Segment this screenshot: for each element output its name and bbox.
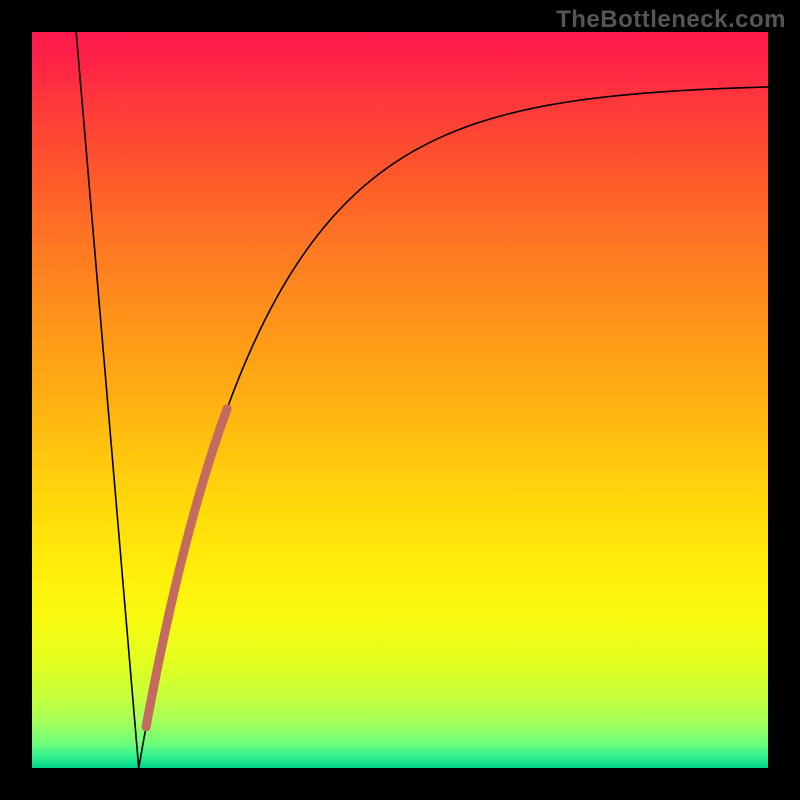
chart-plot-area: [32, 32, 768, 768]
chart-svg: [0, 0, 800, 800]
watermark-text: TheBottleneck.com: [556, 6, 786, 34]
bottleneck-chart: TheBottleneck.com: [0, 0, 800, 800]
